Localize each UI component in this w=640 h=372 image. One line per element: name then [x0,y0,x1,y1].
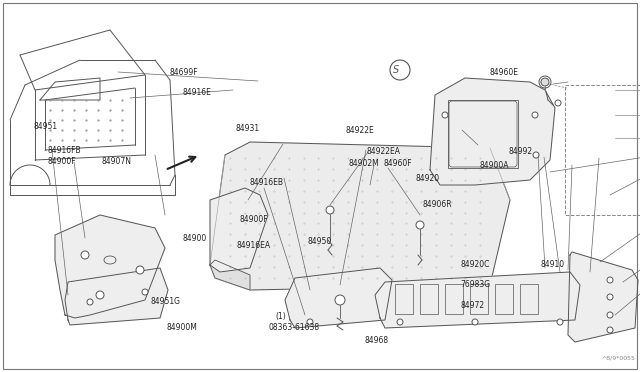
Text: 84916FB: 84916FB [48,146,82,155]
Text: 84900M: 84900M [166,323,197,332]
Text: 84922EA: 84922EA [367,147,401,156]
Text: 84916EA: 84916EA [237,241,271,250]
Text: ^8/9*0055: ^8/9*0055 [601,356,635,360]
Polygon shape [65,268,168,325]
Circle shape [326,206,334,214]
Bar [520,284,538,314]
Bar [448,100,518,168]
Polygon shape [210,188,268,272]
Bar [395,284,413,314]
Text: 84900F: 84900F [48,157,77,166]
Text: (1): (1) [275,312,286,321]
Polygon shape [375,272,580,328]
Circle shape [87,299,93,305]
Circle shape [607,327,613,333]
Bar [470,284,488,314]
Circle shape [81,251,89,259]
Text: 84960E: 84960E [490,68,518,77]
Circle shape [555,100,561,106]
Text: 84902M: 84902M [349,159,380,168]
Circle shape [397,319,403,325]
Polygon shape [430,78,555,185]
Circle shape [541,78,549,86]
Circle shape [472,319,478,325]
Text: 84972: 84972 [461,301,485,310]
Bar [495,284,513,314]
Circle shape [607,277,613,283]
Text: 84951: 84951 [34,122,58,131]
Text: 84906R: 84906R [422,200,452,209]
Text: 76983G: 76983G [461,280,491,289]
Polygon shape [210,260,250,290]
Text: 84992: 84992 [509,147,533,156]
Circle shape [607,294,613,300]
Circle shape [416,221,424,229]
Text: 84900A: 84900A [480,161,509,170]
Text: S: S [393,65,399,75]
Text: 84960F: 84960F [384,159,413,168]
Text: 84951G: 84951G [150,297,180,306]
Text: 84699F: 84699F [170,68,198,77]
Text: 84968: 84968 [365,336,389,345]
Text: 84931: 84931 [236,124,260,133]
Text: 84920C: 84920C [461,260,490,269]
Text: 84900F: 84900F [240,215,269,224]
Polygon shape [285,268,392,328]
Polygon shape [210,142,510,290]
Circle shape [307,319,313,325]
Text: 84916E: 84916E [182,88,211,97]
Text: 84916EB: 84916EB [250,178,284,187]
Circle shape [557,319,563,325]
Text: 84920: 84920 [416,174,440,183]
Circle shape [442,112,448,118]
Text: 84950: 84950 [307,237,332,246]
Text: 84907N: 84907N [101,157,131,166]
Circle shape [533,152,539,158]
Polygon shape [55,215,165,318]
Text: 84900: 84900 [182,234,207,243]
Circle shape [607,312,613,318]
Circle shape [136,266,144,274]
Bar [565,85,640,215]
Polygon shape [568,252,638,342]
Bar [420,284,438,314]
Text: 08363-61638: 08363-61638 [269,323,320,332]
Circle shape [142,289,148,295]
Circle shape [532,112,538,118]
Bar [445,284,463,314]
Circle shape [96,291,104,299]
Text: 84922E: 84922E [346,126,374,135]
Circle shape [335,295,345,305]
Text: 84910: 84910 [541,260,565,269]
